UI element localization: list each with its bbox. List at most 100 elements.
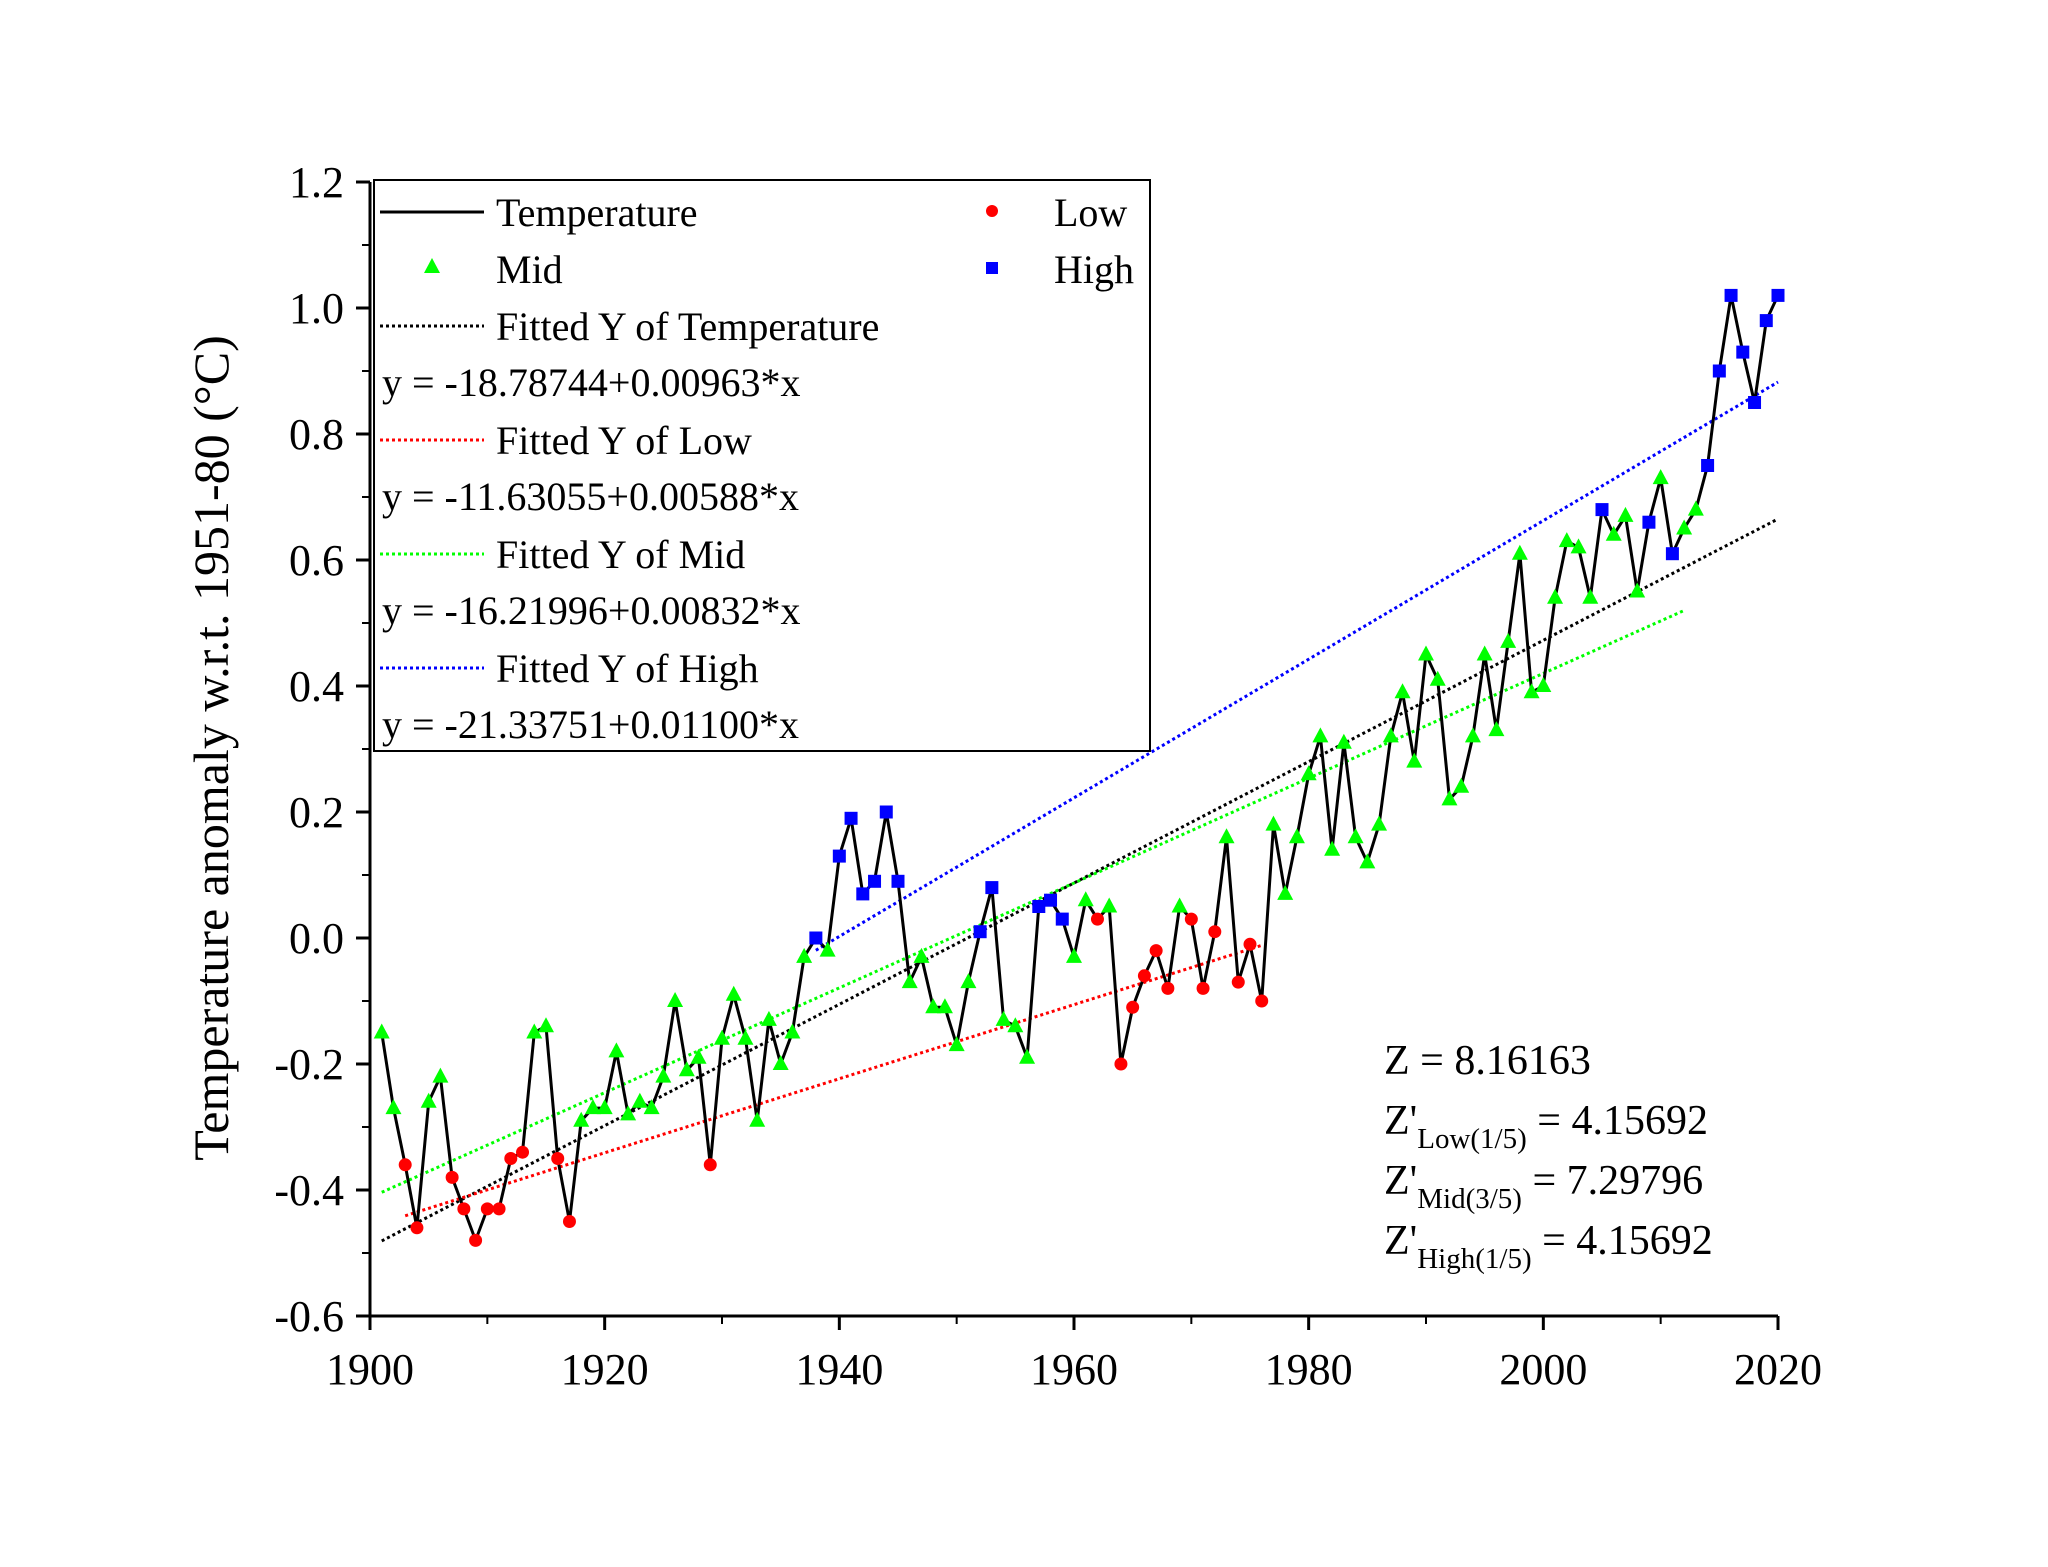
low-point [1208, 925, 1222, 939]
legend-mid-label: Mid [496, 247, 563, 292]
mid-point [667, 992, 684, 1007]
fit-line-temperature [381, 517, 1779, 1243]
mid-point [1101, 897, 1118, 913]
high-point [1665, 547, 1679, 561]
low-point [1137, 969, 1151, 983]
x-tick-label: 1920 [561, 1345, 649, 1394]
y-tick-label: 0.2 [289, 788, 344, 837]
x-tick-label: 1900 [326, 1345, 414, 1394]
mid-point [1324, 840, 1341, 856]
mid-point [1523, 683, 1540, 699]
legend-eq-low: y = -11.63055+0.00588*x [382, 474, 799, 519]
mid-point [1582, 588, 1599, 604]
mid-point [1629, 582, 1646, 598]
high-point [985, 881, 999, 895]
high-point [844, 811, 858, 825]
high-point [1736, 345, 1750, 359]
mid-point [1511, 544, 1528, 560]
mid-point [1464, 727, 1481, 743]
mid-point [538, 1017, 554, 1033]
legend-eq-temperature: y = -18.78744+0.00963*x [382, 360, 800, 405]
low-point [410, 1221, 424, 1235]
z-value: Z = 8.16163 [1384, 1038, 1591, 1084]
mid-point [678, 1061, 695, 1077]
low-point [1184, 912, 1198, 926]
y-tick-label: 1.2 [289, 158, 344, 207]
mid-point [760, 1010, 777, 1026]
mid-point [1382, 727, 1399, 743]
high-point [856, 887, 870, 901]
low-point [1126, 1000, 1140, 1014]
mid-point [796, 947, 813, 963]
mid-point [1371, 815, 1388, 831]
y-tick-label: 0.6 [289, 536, 344, 585]
mid-point [420, 1092, 437, 1108]
legend-high-label: High [1054, 247, 1134, 292]
y-tick-label: 1.0 [289, 284, 344, 333]
legend-fit-low-label: Fitted Y of Low [496, 418, 752, 463]
mid-point [1347, 828, 1364, 844]
legend-low-swatch [986, 205, 998, 217]
y-tick-label: 0.4 [289, 662, 344, 711]
mid-point [749, 1111, 766, 1127]
low-point [551, 1152, 565, 1165]
high-point [1055, 912, 1069, 926]
y-tick-label: -0.6 [274, 1292, 344, 1341]
low-point [469, 1233, 483, 1247]
mid-point [784, 1023, 801, 1039]
mid-point [620, 1105, 637, 1121]
mid-point [1171, 897, 1188, 913]
x-tick-label: 2000 [1499, 1345, 1587, 1394]
temperature-series-line [380, 293, 1780, 1242]
mid-point [1406, 752, 1423, 768]
mid-point [373, 1023, 390, 1039]
mid-point [1418, 645, 1434, 661]
y-axis-label: Temperature anomaly w.r.t. 1951-80 (°C) [183, 335, 239, 1161]
mid-point [631, 1092, 648, 1108]
legend-mid-swatch [424, 258, 440, 273]
x-tick-label: 2020 [1734, 1345, 1822, 1394]
mid-point [1676, 519, 1693, 535]
fitted-lines [381, 380, 1779, 1243]
mid-point [1277, 884, 1294, 900]
mid-point [960, 973, 977, 989]
mid-point [608, 1042, 625, 1058]
legend: Temperature Mid Low High Fitted Y of Tem… [373, 179, 1151, 752]
low-point [492, 1202, 506, 1216]
high-point [868, 874, 882, 888]
high-point [1771, 288, 1785, 302]
high-point [879, 805, 893, 819]
high-point [1701, 459, 1715, 472]
mid-point [948, 1036, 965, 1052]
low-point [1149, 944, 1163, 958]
mid-point [1300, 765, 1317, 781]
low-point [1243, 937, 1257, 951]
x-ticks: 1900 1920 1940 1960 1980 2000 2020 [326, 1316, 1822, 1394]
low-point [480, 1202, 494, 1216]
mid-point [725, 985, 742, 1001]
mid-point [1500, 632, 1517, 648]
y-tick-label: 0.8 [289, 410, 344, 459]
mid-point [432, 1067, 449, 1083]
z-annotations: Z = 8.16163 Z'Low(1/5) = 4.15692 Z'Mid(3… [1384, 1038, 1713, 1275]
legend-eq-high: y = -21.33751+0.01100*x [382, 702, 799, 747]
legend-box [373, 179, 1151, 752]
y-tick-label: -0.4 [274, 1166, 344, 1215]
mid-point [913, 947, 930, 963]
mid-point [925, 998, 942, 1014]
mid-point [596, 1099, 613, 1115]
mid-point [995, 1010, 1012, 1026]
mid-point [772, 1055, 789, 1070]
mid-point [1570, 538, 1587, 554]
y-tick-label: 0.0 [289, 914, 344, 963]
low-point [1231, 975, 1245, 989]
mid-point [1312, 727, 1329, 743]
mid-point [819, 941, 836, 957]
z-low-value: Z'Low(1/5) = 4.15692 [1384, 1098, 1708, 1155]
high-point [1642, 515, 1656, 529]
mid-point [573, 1111, 590, 1127]
high-point [1759, 314, 1773, 328]
mid-point [1605, 525, 1622, 541]
x-tick-label: 1960 [1030, 1345, 1118, 1394]
